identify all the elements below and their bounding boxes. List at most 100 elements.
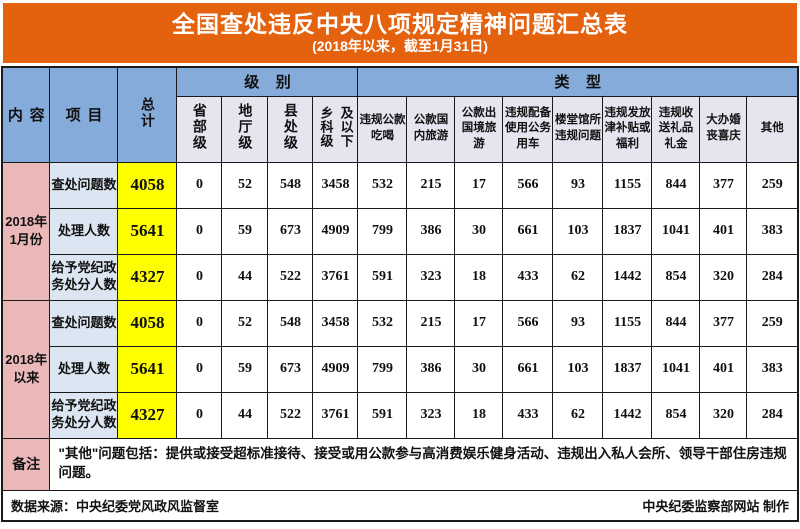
item-cell: 查处问题数 <box>49 299 119 347</box>
data-cell: 284 <box>746 253 799 301</box>
data-cell: 0 <box>176 253 223 301</box>
data-cell: 323 <box>406 253 456 301</box>
header-type-col-3: 违规配备使用公务用车 <box>502 95 554 163</box>
data-cell: 323 <box>406 391 456 439</box>
data-cell: 377 <box>699 299 748 347</box>
page-subtitle: (2018年以来，截至1月31日) <box>312 37 488 54</box>
header-type-col-4: 楼堂馆所违规问题 <box>552 95 604 163</box>
data-cell: 401 <box>699 207 748 255</box>
data-cell: 1155 <box>602 161 653 209</box>
data-cell: 844 <box>651 299 701 347</box>
data-cell: 401 <box>699 345 748 393</box>
data-cell: 3458 <box>312 161 359 209</box>
remark-text-cell: "其他"问题包括：提供或接受超标准接待、接受或用公款参与高消费娱乐健身活动、违规… <box>49 437 799 491</box>
data-cell: 320 <box>699 391 748 439</box>
data-cell: 0 <box>176 345 223 393</box>
data-cell: 854 <box>651 391 701 439</box>
total-cell: 5641 <box>117 345 178 393</box>
footer-source: 数据来源：中央纪委党风政风监督室 <box>10 498 219 514</box>
data-cell: 1837 <box>602 207 653 255</box>
data-cell: 591 <box>357 253 408 301</box>
data-cell: 1041 <box>651 345 701 393</box>
header-content: 内容 <box>1 66 51 163</box>
data-cell: 93 <box>552 161 604 209</box>
header-item: 项目 <box>49 66 119 163</box>
footer-credit: 中央纪委监察部网站 制作 <box>642 498 790 514</box>
group-header-row: 内容 项目 总计 级别 类型 <box>1 66 799 163</box>
data-cell: 548 <box>267 161 314 209</box>
data-cell: 433 <box>502 253 554 301</box>
data-cell: 854 <box>651 253 701 301</box>
data-cell: 0 <box>176 207 223 255</box>
data-cell: 59 <box>221 345 269 393</box>
data-cell: 52 <box>221 161 269 209</box>
data-cell: 3761 <box>312 253 359 301</box>
header-type-col-5: 违规发放津补贴或福利 <box>602 95 653 163</box>
data-cell: 386 <box>406 207 456 255</box>
data-cell: 383 <box>746 207 799 255</box>
data-cell: 383 <box>746 345 799 393</box>
item-cell: 处理人数 <box>49 207 119 255</box>
header-type-col-0: 违规公款吃喝 <box>357 95 408 163</box>
header-level-col-2: 县处级 <box>267 95 314 163</box>
data-cell: 532 <box>357 161 408 209</box>
total-cell: 4327 <box>117 391 178 439</box>
data-cell: 661 <box>502 207 554 255</box>
remark-row: 备注 "其他"问题包括：提供或接受超标准接待、接受或用公款参与高消费娱乐健身活动… <box>1 437 799 491</box>
data-cell: 259 <box>746 299 799 347</box>
data-cell: 532 <box>357 299 408 347</box>
footer-cell: 数据来源：中央纪委党风政风监督室 中央纪委监察部网站 制作 <box>1 489 799 522</box>
table-body: 2018年 1月份 查处问题数 4058 0 52 548 3458 532 2… <box>1 161 799 522</box>
total-cell: 4058 <box>117 299 178 347</box>
table-row: 2018年 1月份 查处问题数 4058 0 52 548 3458 532 2… <box>1 161 799 301</box>
data-cell: 799 <box>357 345 408 393</box>
data-cell: 18 <box>454 391 504 439</box>
header-type-col-6: 违规收送礼品礼金 <box>651 95 701 163</box>
table-row: 2018年 以来 查处问题数 4058 0 52 548 3458 532 21… <box>1 299 799 439</box>
data-cell: 215 <box>406 161 456 209</box>
summary-table: 内容 项目 总计 级别 类型 省部级 地厅级 县处级 乡科级及以下 违规公款吃喝… <box>0 66 800 522</box>
data-cell: 1041 <box>651 207 701 255</box>
data-cell: 30 <box>454 207 504 255</box>
data-cell: 844 <box>651 161 701 209</box>
data-cell: 566 <box>502 299 554 347</box>
page-title: 全国查处违反中央八项规定精神问题汇总表 <box>172 11 628 38</box>
data-cell: 673 <box>267 345 314 393</box>
header-type-col-7: 大办婚丧喜庆 <box>699 95 748 163</box>
data-cell: 1442 <box>602 253 653 301</box>
header-level-col-3: 乡科级及以下 <box>312 95 359 163</box>
item-cell: 给予党纪政务处分人数 <box>49 391 119 439</box>
period-cell-ytd: 2018年 以来 <box>1 299 51 439</box>
data-cell: 661 <box>502 345 554 393</box>
data-cell: 0 <box>176 161 223 209</box>
data-cell: 17 <box>454 161 504 209</box>
data-cell: 799 <box>357 207 408 255</box>
table-row: 处理人数 5641 0 59 673 4909 799 386 30 661 1… <box>2 345 799 393</box>
header-level-col-1: 地厅级 <box>221 95 269 163</box>
table-row: 处理人数 5641 0 59 673 4909 799 386 30 661 1… <box>2 207 799 255</box>
data-cell: 591 <box>357 391 408 439</box>
data-cell: 62 <box>552 253 604 301</box>
header-group-type: 类型 <box>357 66 799 97</box>
table-row: 给予党纪政务处分人数 4327 0 44 522 3761 591 323 18… <box>2 253 799 301</box>
sub-header-row: 省部级 地厅级 县处级 乡科级及以下 违规公款吃喝 公款国内旅游 公款出国境旅游… <box>2 95 799 163</box>
total-cell: 4058 <box>117 161 178 209</box>
data-cell: 3761 <box>312 391 359 439</box>
data-cell: 3458 <box>312 299 359 347</box>
period-cell-jan: 2018年 1月份 <box>1 161 51 301</box>
header-type-col-8: 其他 <box>746 95 799 163</box>
data-cell: 320 <box>699 253 748 301</box>
data-cell: 4909 <box>312 207 359 255</box>
table-header: 内容 项目 总计 级别 类型 省部级 地厅级 县处级 乡科级及以下 违规公款吃喝… <box>1 66 799 163</box>
header-type-col-2: 公款出国境旅游 <box>454 95 504 163</box>
data-cell: 1155 <box>602 299 653 347</box>
data-cell: 30 <box>454 345 504 393</box>
data-cell: 4909 <box>312 345 359 393</box>
header-type-col-1: 公款国内旅游 <box>406 95 456 163</box>
header-total: 总计 <box>117 66 178 163</box>
data-cell: 103 <box>552 207 604 255</box>
item-cell: 给予党纪政务处分人数 <box>49 253 119 301</box>
total-cell: 4327 <box>117 253 178 301</box>
data-cell: 1442 <box>602 391 653 439</box>
